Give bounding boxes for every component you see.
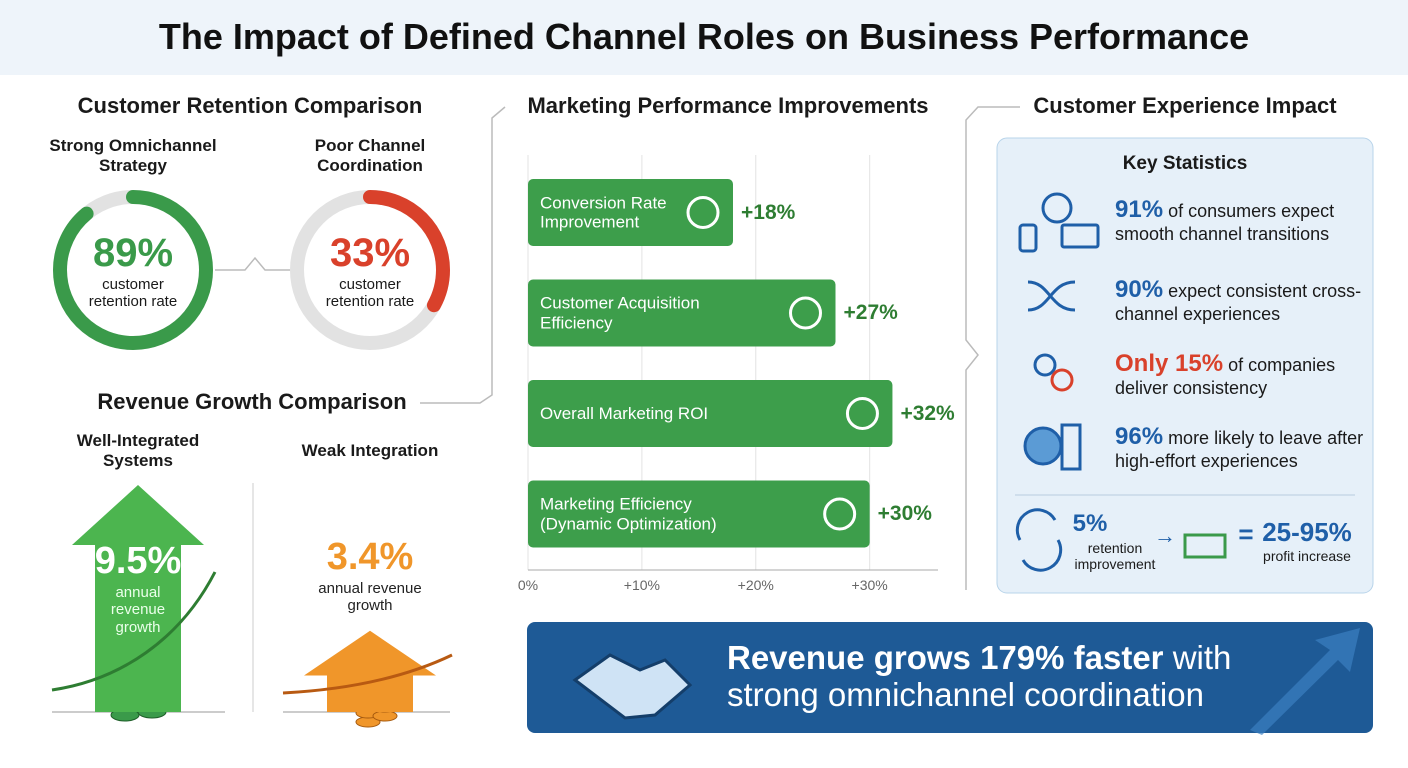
arrow-category: Weak Integration [301,441,439,460]
bar-icon [789,296,822,330]
section-title: Revenue Growth Comparison [97,389,407,414]
banner-rest: with strong omnichannel coordination [727,639,1232,713]
stat-text: expect consistent cross-channel experien… [1115,281,1362,324]
stat-highlight: 91% [1115,196,1164,223]
bar-label: Conversion Rate Improvement [540,192,667,232]
retention-label: retention improvement [1074,540,1156,573]
bar [528,279,836,347]
title-bar [0,0,1408,75]
x-tick-label: +10% [623,577,660,593]
donut-value: 89% [92,231,174,275]
arrow-category: Well-Integrated Systems [76,431,200,470]
connector [420,106,506,404]
connector [215,256,295,271]
page-title: The Impact of Defined Channel Roles on B… [158,16,1250,57]
connector [965,106,1020,590]
donut-arc [53,190,213,350]
bar [528,179,733,246]
section-title: Customer Experience Impact [1033,93,1337,118]
growth-arrow [72,485,204,712]
donut-sublabel: customer retention rate [325,276,415,311]
x-tick-label: +20% [737,577,774,593]
bar [528,480,870,548]
bar-label: Customer Acquisition Efficiency [540,293,700,332]
banner-bg [527,622,1373,733]
bar-icon [823,497,857,531]
arrow-value: 9.5% [94,540,182,582]
stat-row: 96% more likely to leave after high-effo… [1115,423,1365,471]
donut-arc [290,190,450,350]
equals-glyph: = [1238,519,1253,549]
banner-arrow-icon [1250,628,1360,735]
x-tick-label: 0% [517,577,539,593]
banner-text: Revenue grows 179% faster with strong om… [727,639,1267,714]
x-tick-label: +30% [851,577,888,593]
stats-panel [996,137,1374,594]
bar-icon [845,397,879,430]
trend-curve [51,571,217,692]
arrow-sublabel: annual revenue growth [110,584,166,636]
stat-highlight: Only 15% [1115,350,1224,377]
donut-sublabel: customer retention rate [88,276,178,311]
growth-arrow [304,630,436,712]
section-title: Marketing Performance Improvements [527,93,929,118]
bar-label: Overall Marketing ROI [540,403,709,423]
stat-icons [1015,192,1227,572]
bar [528,380,893,447]
stat-row: 90% expect consistent cross-channel expe… [1115,276,1365,324]
stat-text: of consumers expect smooth channel trans… [1115,201,1335,244]
banner-bold: Revenue grows 179% faster [727,639,1164,676]
arrow-sublabel: annual revenue growth [318,579,422,614]
handshake-icon [572,653,693,720]
donut-value: 33% [329,231,411,275]
bar-value: +32% [900,401,955,425]
section-title: Customer Retention Comparison [77,93,423,118]
arrow-value: 3.4% [326,535,414,578]
stat-highlight: 90% [1115,276,1164,303]
donut-category: Poor Channel Coordination [314,136,426,175]
bar-value: +27% [843,300,898,324]
profit-value: 25-95% [1262,517,1352,547]
stat-text: of companies deliver consistency [1115,355,1336,398]
stat-row: Only 15% of companies deliver consistenc… [1115,350,1365,398]
stat-text: more likely to leave after high-effort e… [1115,428,1364,471]
donut-category: Strong Omnichannel Strategy [49,136,217,175]
arrow-glyph: → [1154,523,1176,548]
stat-highlight: 96% [1115,423,1164,450]
stat-row: 91% of consumers expect smooth channel t… [1115,196,1365,244]
panel-title: Key Statistics [1122,153,1248,174]
bar-value: +30% [877,501,932,525]
retention-value: 5% [1072,510,1108,537]
bar-icon [686,196,720,229]
bar-label: Marketing Efficiency (Dynamic Optimizati… [540,494,717,533]
bar-value: +18% [741,200,796,224]
profit-label: profit increase [1263,548,1351,564]
trend-curve [282,653,453,695]
